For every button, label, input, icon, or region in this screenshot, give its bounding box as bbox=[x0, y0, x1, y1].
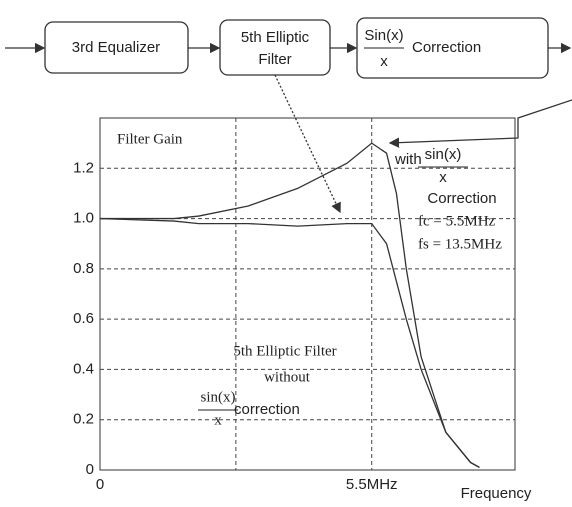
x-tick-label: 0 bbox=[96, 476, 104, 493]
block-label: Filter bbox=[258, 51, 291, 68]
x-tick-label: 5.5MHz bbox=[346, 476, 398, 493]
annotation: without bbox=[264, 369, 311, 385]
y-tick-label: 1.2 bbox=[73, 159, 94, 176]
y-tick-label: 0.6 bbox=[73, 310, 94, 327]
y-tick-label: 0.8 bbox=[73, 260, 94, 277]
y-tick-label: 0.4 bbox=[73, 360, 94, 377]
y-tick-label: 0.2 bbox=[73, 411, 94, 428]
annotation: x bbox=[214, 412, 222, 428]
fraction-denominator: x bbox=[380, 53, 388, 70]
annotation: fs = 13.5MHz bbox=[418, 236, 502, 252]
block-label: Correction bbox=[412, 39, 481, 56]
pointer bbox=[275, 75, 340, 212]
chart: Filter Gain 0 0.2 0.4 0.6 0.8 1.0 1.2 0 5.5MHz Fre… bbox=[73, 118, 532, 502]
annotation: sin(x) bbox=[201, 389, 236, 405]
annotation: Correction bbox=[427, 190, 496, 207]
block-label: 5th Elliptic bbox=[241, 29, 310, 46]
y-tick-label: 0 bbox=[86, 461, 94, 478]
y-tick-label: 1.0 bbox=[73, 210, 94, 227]
annotation: fc = 5.5MHz bbox=[418, 213, 496, 229]
annotation: correction bbox=[234, 401, 300, 418]
annotation: x bbox=[439, 169, 447, 186]
x-axis-label: Frequency bbox=[461, 485, 532, 502]
plot-frame bbox=[100, 118, 515, 470]
block-diagram: 3rd Equalizer 5th Elliptic Filter Sin(x)… bbox=[5, 18, 572, 212]
chart-title: Filter Gain bbox=[117, 131, 183, 147]
pointer bbox=[390, 100, 572, 143]
annotation: with bbox=[394, 151, 422, 168]
figure: 3rd Equalizer 5th Elliptic Filter Sin(x)… bbox=[0, 0, 572, 507]
annotation: sin(x) bbox=[425, 146, 462, 163]
line bbox=[100, 143, 479, 467]
annotation: 5th Elliptic Filter bbox=[233, 343, 336, 359]
block-label: 3rd Equalizer bbox=[72, 39, 160, 56]
fraction-numerator: Sin(x) bbox=[364, 27, 403, 44]
